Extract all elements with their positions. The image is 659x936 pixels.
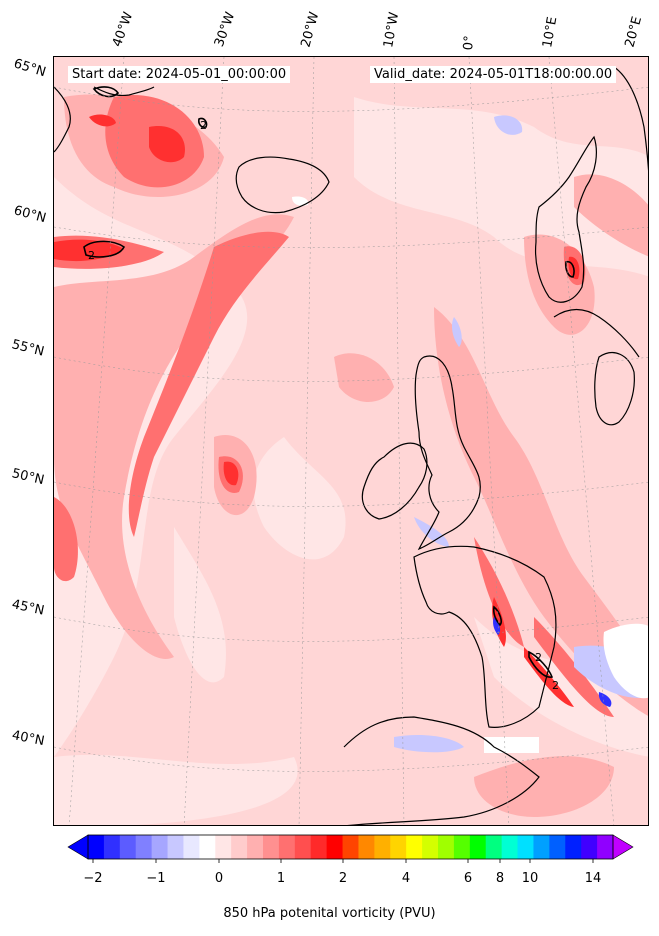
longitude-label: 20°E [622,14,646,50]
colorbar-cell [231,835,248,859]
graticule [54,57,648,825]
latitude-label: 45°N [10,597,46,619]
colorbar-cell [390,835,407,859]
colorbar-cells [88,835,614,859]
colorbar-cell [294,835,312,859]
latitude-label: 65°N [11,56,48,81]
colorbar-tick-label: 0 [214,871,224,886]
colorbar-cell [278,835,296,859]
contour-label: 2 [200,119,207,132]
colorbar-tick-label: 4 [401,871,411,886]
colorbar-cell [549,835,566,859]
colorbar-cell [167,835,184,859]
colorbar-cell [103,835,121,859]
colorbar-tick-label: −1 [146,871,166,886]
strong-pv-regions [54,95,614,717]
colorbar-tick-label: 14 [584,871,602,886]
colorbar-tick-label: 6 [463,871,473,886]
longitude-label: 10°E [540,15,561,49]
pv-field-map: 2 2 2 2 [54,57,648,825]
colorbar-cell [453,835,471,859]
longitude-label: 30°W [211,10,239,49]
colorbar-cell [501,835,519,859]
colorbar-cell [565,835,582,859]
colorbar-cell [438,835,455,859]
colorbar-label: 850 hPa potenital vorticity (PVU) [223,906,436,921]
colorbar-tick-label: 2 [338,871,348,886]
colorbar-cell [469,835,487,859]
missing-data-patches [292,196,648,753]
map-area: 2 2 2 2 [53,56,649,826]
latitude-label: 40°N [10,728,46,750]
colorbar-cell [597,835,614,859]
colorbar-tick-label: 10 [521,871,539,886]
colorbar-cell [263,835,280,859]
colorbar-cell [374,835,391,859]
colorbar-cell [215,835,232,859]
colorbar-outline [87,834,614,860]
colorbar-cell [88,835,105,859]
colorbar-cell [135,835,153,859]
valid-date-label: Valid_date: 2024-05-01T18:00:00.00 [370,66,617,83]
latitude-label: 50°N [10,466,46,489]
colorbar-cell [581,835,598,859]
colorbar-tick-label: 8 [495,871,505,886]
colorbar-cell [485,835,503,859]
longitude-label: 10°W [381,11,403,50]
colorbar-over-arrow [612,834,634,860]
colorbar-cell [151,835,169,859]
colorbar [67,834,634,863]
colorbar-cell [422,835,439,859]
contour-label: 2 [535,651,542,664]
colorbar-cell [406,835,423,859]
coastlines [54,66,648,825]
start-date-label: Start date: 2024-05-01_00:00:00 [68,66,291,83]
colorbar-cell [517,835,534,859]
colorbar-tick-label: −2 [83,871,103,886]
colorbar-cell [183,835,200,859]
colorbar-cell [199,835,216,859]
colorbar-cell [358,835,375,859]
strong-negative-regions [493,617,612,707]
colorbar-cell [247,835,264,859]
colorbar-tick-label: 1 [276,871,286,886]
colorbar-cell [342,835,359,859]
colorbar-cell [326,835,344,859]
contour-label: 2 [88,249,95,262]
contour-labels: 2 2 2 2 [88,119,559,692]
longitude-label: 40°W [109,10,137,49]
colorbar-ticks [92,859,594,863]
colorbar-cell [310,835,328,859]
longitude-label: 0° [461,34,478,51]
colorbar-cell [533,835,550,859]
colorbar-cell [119,835,137,859]
pv-2-contours [83,86,575,678]
latitude-label: 60°N [12,203,48,227]
latitude-label: 55°N [10,337,46,360]
colorbar-under-arrow [67,834,89,860]
contour-label: 2 [552,679,559,692]
longitude-label: 20°W [298,10,323,49]
